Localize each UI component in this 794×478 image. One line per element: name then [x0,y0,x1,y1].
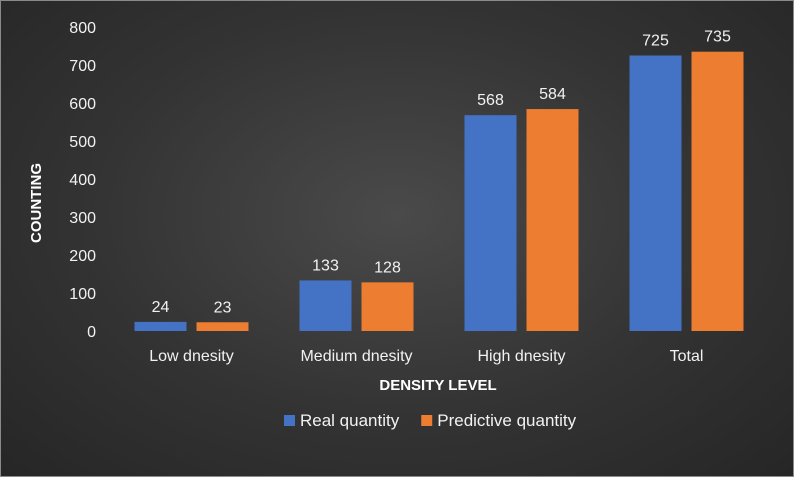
y-tick-label: 300 [69,210,96,227]
legend-swatch [421,415,433,426]
bar [134,321,187,331]
bar [464,115,517,331]
bar [299,280,352,331]
data-labels: 24 23 133 128 568 584 725 735 [152,29,731,317]
legend-swatch [284,415,295,426]
legend-label: Predictive quantity [437,411,576,430]
data-label: 725 [642,33,669,50]
y-tick-label: 200 [69,248,96,265]
legend-label: Real quantity [300,411,400,430]
bars [134,51,744,331]
x-axis-title: DENSITY LEVEL [379,377,496,394]
data-label: 735 [704,29,731,46]
x-tick-label: Medium dnesity [300,348,412,365]
x-tick-label: High dnesity [477,348,565,365]
y-tick-label: 100 [69,286,96,303]
x-axis-ticks: Low dnesity Medium dnesity High dnesity Tot… [149,348,703,365]
y-axis-title: COUNTING [28,163,45,243]
legend: Real quantity Predictive quantity [284,411,577,430]
x-tick-label: Total [670,348,704,365]
data-label: 23 [214,299,232,316]
bar [361,282,414,331]
y-tick-label: 0 [87,324,96,341]
data-label: 128 [374,259,401,276]
y-tick-label: 600 [69,96,96,113]
data-label: 568 [477,92,504,109]
x-tick-label: Low dnesity [149,348,234,365]
y-axis-ticks: 0 100 200 300 400 500 600 700 800 [69,20,96,341]
bar [691,51,744,331]
data-label: 24 [152,299,170,316]
bar [196,322,249,331]
data-label: 584 [539,86,566,103]
y-tick-label: 800 [69,20,96,37]
bar [629,55,682,331]
bar [526,109,579,331]
data-label: 133 [312,257,339,274]
y-tick-label: 700 [69,58,96,75]
y-tick-label: 400 [69,172,96,189]
y-tick-label: 500 [69,134,96,151]
